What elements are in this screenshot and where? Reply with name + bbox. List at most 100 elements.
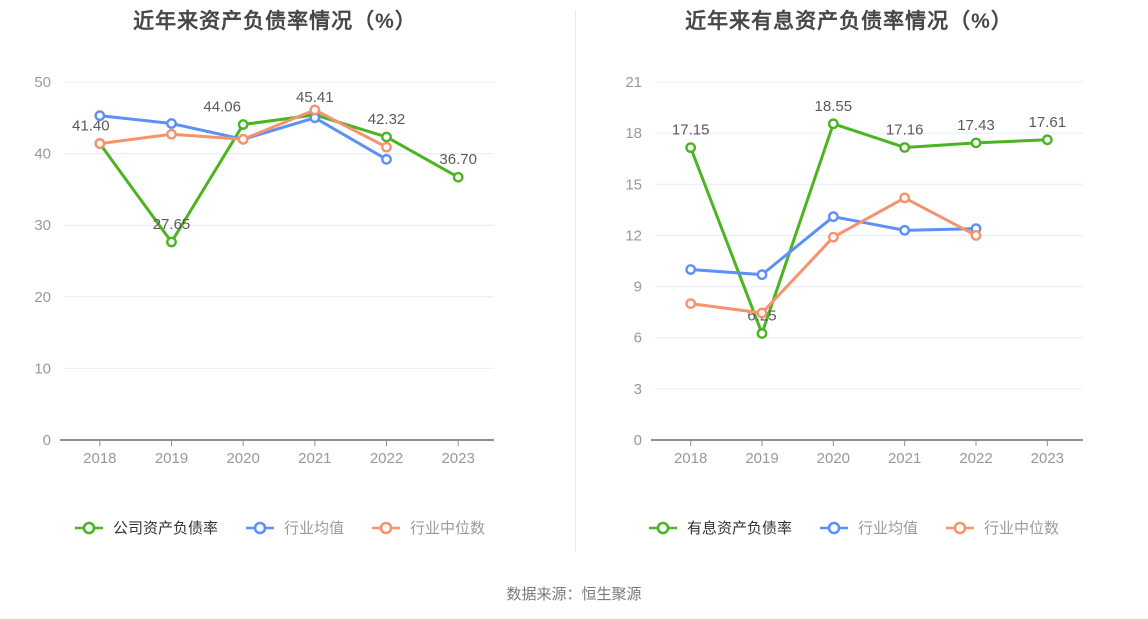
value-label: 17.43	[957, 117, 995, 134]
legend-line-icon	[74, 521, 103, 534]
y-axis: 0 3 6 9 12 15 18 21	[625, 74, 1083, 449]
y-tick-label: 30	[34, 217, 51, 234]
data-point-marker	[685, 142, 697, 154]
value-label: 44.06	[203, 99, 241, 116]
y-tick-label: 50	[34, 74, 51, 91]
y-tick-label: 0	[634, 432, 642, 449]
value-label: 27.65	[153, 216, 191, 233]
x-tick-label: 2020	[226, 450, 259, 467]
series-2	[685, 192, 982, 319]
x-tick-label: 2023	[1031, 450, 1064, 467]
y-tick-label: 3	[634, 381, 642, 398]
legend-item-label: 公司资产负债率	[112, 520, 218, 537]
value-label: 45.41	[296, 89, 334, 106]
data-point-marker	[970, 230, 982, 241]
x-tick-label: 2019	[745, 450, 778, 467]
value-label: 42.32	[368, 111, 406, 128]
x-tick-label: 2018	[674, 450, 707, 467]
data-point-marker	[166, 236, 177, 248]
data-point-marker	[827, 118, 839, 130]
x-tick-label: 2020	[817, 450, 850, 467]
data-point-marker	[166, 118, 177, 129]
y-tick-label: 10	[34, 360, 51, 377]
data-point-marker	[685, 298, 697, 310]
x-tick-label: 2022	[370, 450, 403, 467]
data-point-marker	[756, 307, 768, 319]
series-line	[689, 215, 978, 277]
y-tick-label: 20	[34, 289, 51, 306]
data-point-marker	[1041, 134, 1053, 146]
legend-item-0[interactable]: 有息资产负债率	[647, 517, 792, 538]
legend-line-icon	[372, 521, 400, 534]
value-label: 18.55	[815, 98, 853, 115]
panel-divider	[575, 10, 576, 552]
chart-title: 近年来有息资产负债率情况（%）	[685, 10, 1013, 33]
data-point-marker	[166, 128, 177, 140]
legend-item-2[interactable]: 行业中位数	[370, 517, 485, 538]
data-point-marker	[381, 141, 392, 153]
series-0: 41.40 27.65 44.06 45.41 42.32 36.70	[72, 89, 477, 248]
value-label: 41.40	[72, 118, 110, 135]
chart-title: 近年来资产负债率情况（%）	[133, 10, 417, 33]
legend-item-2[interactable]: 行业中位数	[944, 517, 1059, 538]
data-point-marker	[970, 137, 982, 149]
series-2	[94, 104, 392, 153]
x-tick-label: 2019	[155, 450, 188, 467]
series-1	[685, 211, 982, 281]
legend-line-icon	[819, 521, 848, 534]
data-point-marker	[381, 131, 392, 143]
data-point-marker	[899, 224, 911, 236]
data-point-marker	[827, 231, 839, 243]
x-tick-label: 2018	[83, 450, 116, 467]
chart-legend: 有息资产负债率 行业均值 行业中位数	[574, 517, 1132, 538]
series-line	[689, 122, 1049, 335]
value-label: 17.16	[886, 121, 924, 138]
data-point-marker	[94, 138, 106, 149]
legend-line-icon	[245, 521, 274, 534]
data-source: 数据来源：恒生聚源	[506, 586, 642, 603]
x-tick-label: 2021	[888, 450, 921, 467]
y-tick-label: 12	[625, 227, 642, 244]
y-tick-label: 18	[625, 125, 642, 142]
legend-item-label: 行业均值	[283, 520, 344, 537]
data-point-marker	[899, 142, 911, 153]
y-tick-label: 9	[634, 279, 642, 296]
legend-item-1[interactable]: 行业均值	[818, 517, 918, 538]
series-line	[98, 113, 460, 244]
interest-bearing-ratio-chart-panel: 近年来有息资产负债率情况（%） 0 3 6 9 12 15 18 21 2018 2019 2020…	[574, 0, 1148, 560]
data-point-marker	[756, 328, 768, 339]
x-tick-label: 2022	[959, 450, 992, 467]
legend-item-0[interactable]: 公司资产负债率	[73, 517, 218, 538]
legend-item-1[interactable]: 行业均值	[244, 517, 344, 538]
legend-line-icon	[946, 521, 974, 534]
asset-liability-line-chart: 0 10 20 30 40 50 2018 2019 2020 2021 2022 2023 41.40…	[34, 74, 494, 467]
y-tick-label: 40	[34, 146, 51, 163]
chart-legend: 公司资产负债率 行业均值 行业中位数	[0, 517, 558, 538]
legend-item-label: 行业中位数	[984, 520, 1060, 537]
data-point-marker	[309, 104, 321, 116]
data-point-marker	[827, 211, 839, 223]
legend-line-icon	[648, 521, 677, 534]
value-label: 17.15	[672, 122, 710, 139]
x-tick-label: 2023	[441, 450, 474, 467]
data-point-marker	[237, 133, 249, 145]
data-point-marker	[899, 192, 911, 204]
legend-item-label: 有息资产负债率	[686, 520, 792, 537]
y-tick-label: 0	[43, 432, 51, 449]
data-point-marker	[381, 153, 392, 165]
interest-bearing-line-chart: 0 3 6 9 12 15 18 21 2018 2019 2020 2021 2022 2023 17.1…	[625, 74, 1083, 467]
y-axis: 0 10 20 30 40 50	[34, 74, 494, 449]
y-tick-label: 15	[625, 176, 642, 193]
value-label: 36.70	[439, 151, 477, 168]
x-tick-label: 2021	[298, 450, 331, 467]
data-point-marker	[237, 119, 249, 130]
value-label: 17.61	[1029, 114, 1067, 131]
data-point-marker	[685, 264, 697, 275]
y-tick-label: 21	[625, 74, 642, 91]
legend-item-label: 行业中位数	[410, 520, 486, 537]
y-tick-label: 6	[634, 330, 642, 347]
asset-liability-ratio-chart-panel: 近年来资产负债率情况（%） 0 10 20 30 40 50 2018 2019 2020 202…	[0, 0, 574, 560]
data-point-marker	[94, 110, 106, 122]
